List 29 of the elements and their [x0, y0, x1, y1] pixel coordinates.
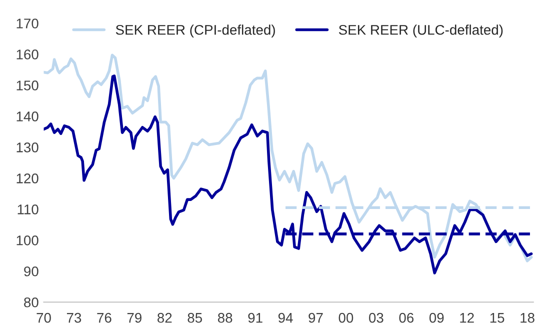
y-tick-label: 170 [16, 18, 38, 28]
legend-label: SEK REER (CPI-deflated) [116, 24, 275, 38]
y-tick-label: 160 [16, 50, 38, 60]
x-tick-label: 82 [158, 312, 172, 323]
y-tick-label: 100 [16, 235, 38, 246]
x-tick-label: 06 [399, 312, 414, 323]
y-tick-label: 140 [16, 112, 38, 122]
x-tick-label: 88 [218, 312, 232, 323]
legend-label: SEK REER (ULC-deflated) [338, 24, 503, 38]
y-tick-label: 150 [16, 80, 38, 90]
x-tick-label: 12 [460, 312, 474, 323]
x-tick-label: 18 [520, 312, 534, 323]
y-tick-label: 120 [16, 174, 38, 184]
x-tick-label: 94 [278, 312, 293, 323]
y-tick-label: 90 [24, 266, 38, 276]
x-tick-label: 15 [490, 313, 504, 323]
x-tick-label: 85 [188, 312, 202, 323]
y-tick-label: 80 [24, 297, 38, 308]
x-tick-label: 00 [338, 312, 354, 323]
x-tick-label: 91 [248, 312, 262, 323]
x-tick-label: 70 [36, 312, 51, 323]
x-tick-label: 79 [127, 312, 142, 323]
x-tick-label: 97 [308, 312, 323, 323]
x-tick-label: 76 [97, 312, 112, 323]
x-tick-label: 73 [66, 312, 82, 323]
x-tick-label: 09 [429, 312, 444, 323]
y-tick-label: 130 [16, 142, 38, 152]
y-tick-label: 110 [18, 204, 38, 214]
x-tick-label: 03 [369, 312, 384, 323]
